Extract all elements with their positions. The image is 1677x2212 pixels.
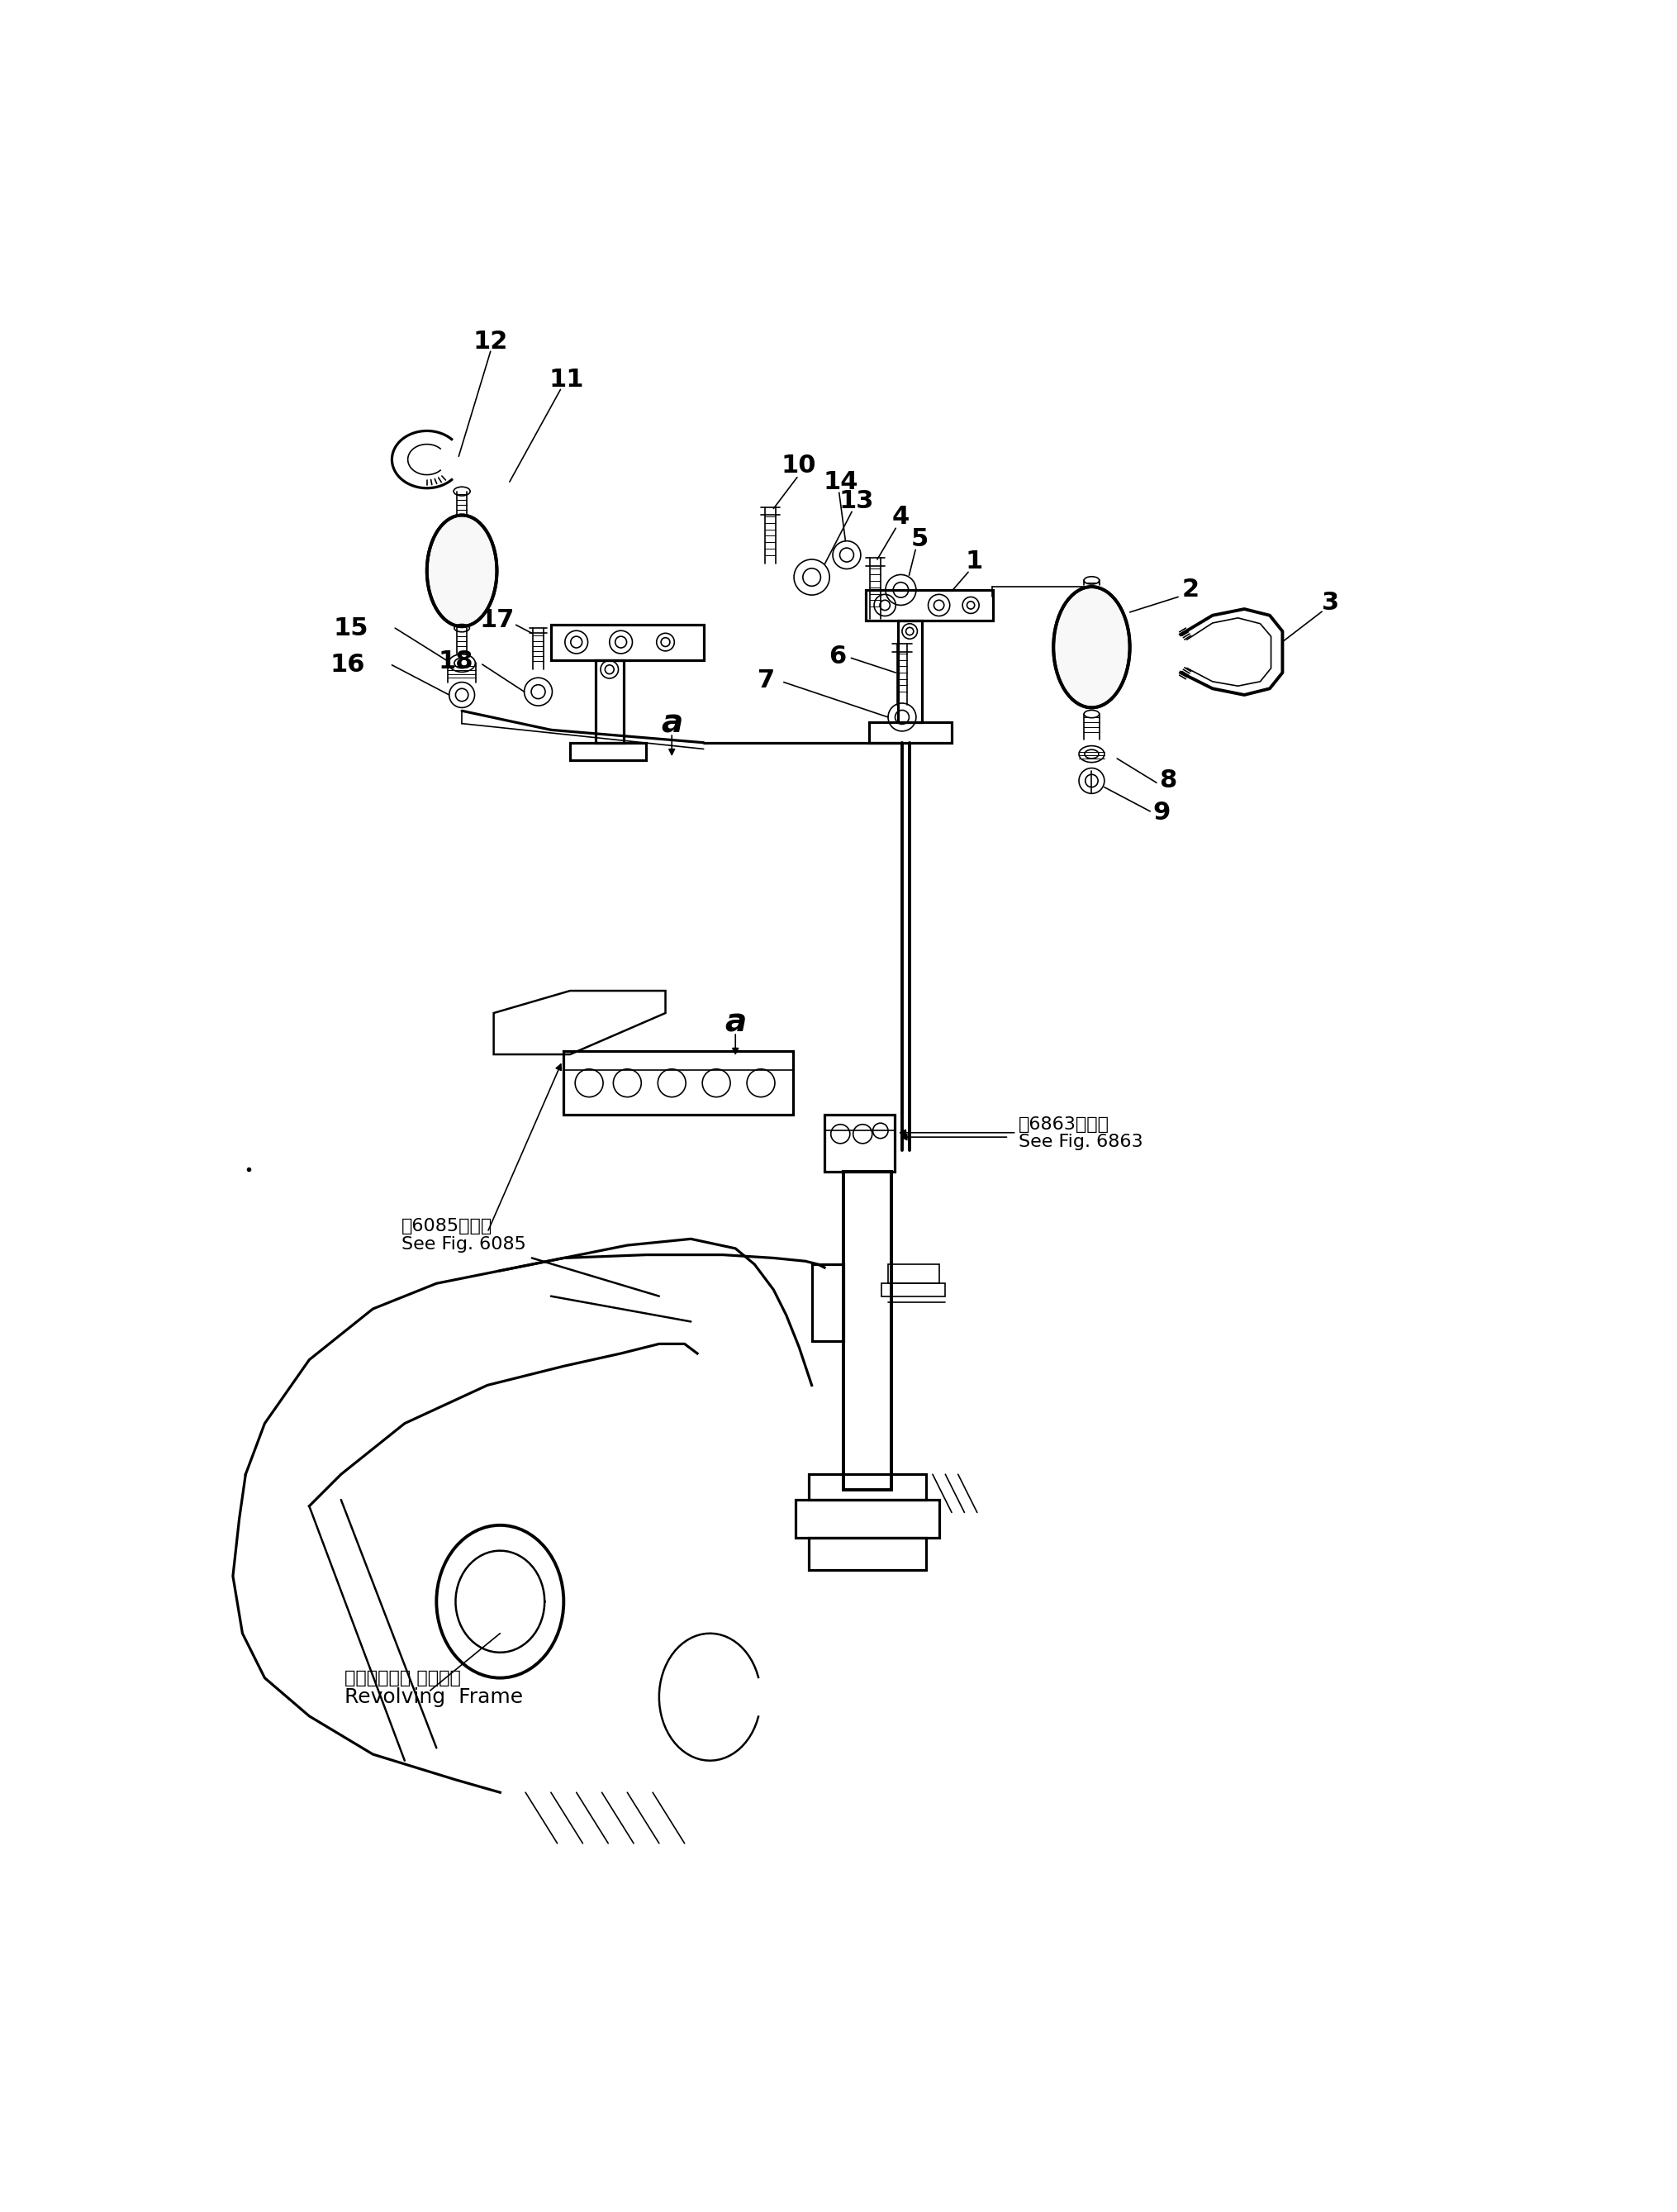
- Bar: [595, 659, 624, 743]
- Text: 6: 6: [828, 644, 845, 668]
- Bar: [844, 1172, 890, 1491]
- Bar: [808, 1537, 926, 1571]
- Text: 18: 18: [438, 650, 473, 675]
- Bar: [570, 743, 646, 761]
- Text: Revolving  Frame: Revolving Frame: [344, 1688, 523, 1708]
- Text: a: a: [724, 1006, 746, 1037]
- Text: See Fig. 6085: See Fig. 6085: [401, 1237, 527, 1252]
- Text: 9: 9: [1152, 801, 1171, 825]
- Bar: [865, 591, 993, 622]
- Text: 5: 5: [911, 526, 929, 551]
- Text: 1: 1: [966, 549, 983, 573]
- Text: 7: 7: [758, 668, 775, 692]
- Bar: [869, 723, 953, 743]
- Text: 8: 8: [1159, 770, 1177, 792]
- Text: 第6085図参照: 第6085図参照: [401, 1219, 493, 1234]
- Text: 11: 11: [550, 367, 584, 392]
- Text: 4: 4: [892, 504, 909, 529]
- Text: 10: 10: [781, 453, 817, 478]
- Bar: [797, 1500, 939, 1537]
- Text: 第6863図参照: 第6863図参照: [1018, 1117, 1110, 1133]
- Text: 3: 3: [1321, 591, 1338, 615]
- Text: 12: 12: [473, 330, 508, 354]
- Text: 2: 2: [1182, 577, 1199, 602]
- Text: 13: 13: [838, 489, 874, 513]
- Ellipse shape: [1053, 586, 1130, 708]
- Bar: [882, 1283, 946, 1296]
- Bar: [552, 626, 704, 659]
- Bar: [812, 1265, 844, 1340]
- Text: a: a: [661, 708, 683, 739]
- Bar: [825, 1115, 894, 1172]
- Text: 15: 15: [334, 617, 369, 639]
- Text: 14: 14: [823, 469, 859, 493]
- Bar: [897, 622, 922, 723]
- Bar: [889, 1265, 939, 1283]
- Text: レボルビング フレーム: レボルビング フレーム: [344, 1670, 461, 1686]
- Bar: [563, 1051, 793, 1115]
- Ellipse shape: [428, 515, 496, 626]
- Bar: [808, 1475, 926, 1500]
- Text: 17: 17: [480, 608, 515, 633]
- Text: 16: 16: [330, 653, 366, 677]
- Text: See Fig. 6863: See Fig. 6863: [1018, 1135, 1144, 1150]
